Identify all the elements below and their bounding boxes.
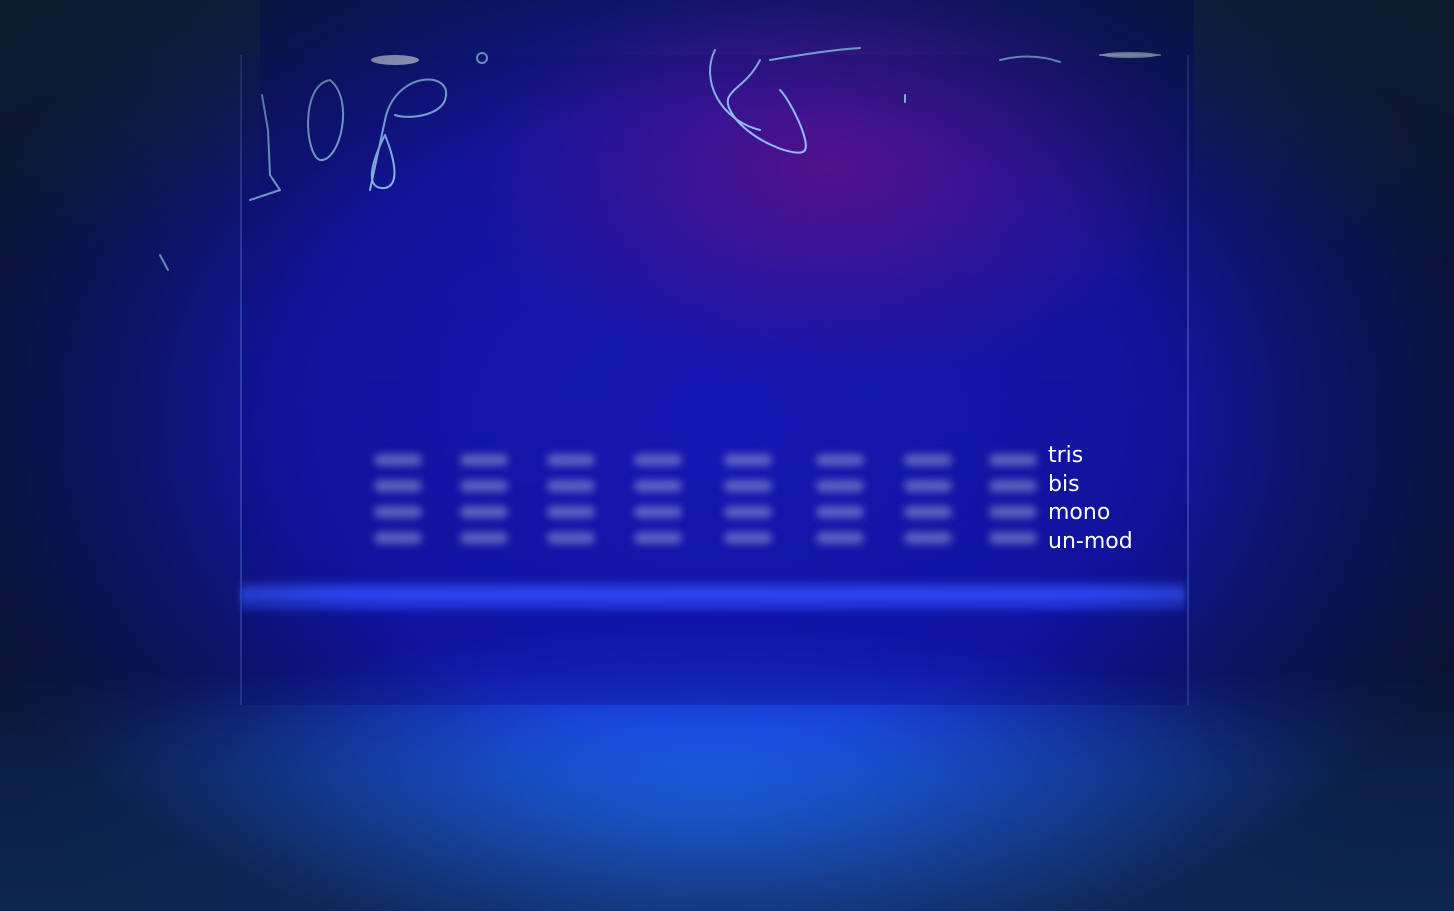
handwriting-p xyxy=(369,78,448,191)
band-tris xyxy=(816,454,864,466)
band-mono xyxy=(904,506,952,518)
band-tris xyxy=(989,454,1037,466)
band-tris xyxy=(547,454,595,466)
lane-6 xyxy=(812,440,868,560)
band-mono xyxy=(547,506,595,518)
lane-8 xyxy=(985,440,1041,560)
band-mono xyxy=(816,506,864,518)
lane-7 xyxy=(900,440,956,560)
band-mono xyxy=(634,506,682,518)
band-unmod xyxy=(724,532,772,544)
label-tris: tris xyxy=(1048,443,1084,468)
band-unmod xyxy=(816,532,864,544)
band-unmod xyxy=(634,532,682,544)
lane-3 xyxy=(543,440,599,560)
band-unmod xyxy=(547,532,595,544)
band-bis xyxy=(547,480,595,492)
band-tris xyxy=(724,454,772,466)
band-tris xyxy=(460,454,508,466)
band-bis xyxy=(816,480,864,492)
label-unmod: un-mod xyxy=(1048,528,1133,554)
band-tris xyxy=(634,454,682,466)
handwriting-0 xyxy=(307,79,345,162)
lane-2 xyxy=(456,440,512,560)
band-bis xyxy=(374,480,422,492)
band-mono xyxy=(374,506,422,518)
band-bis xyxy=(724,480,772,492)
band-unmod xyxy=(460,532,508,544)
label-mono: mono xyxy=(1048,500,1111,525)
handwriting-1 xyxy=(249,94,281,201)
band-mono xyxy=(989,506,1037,518)
lane-4 xyxy=(630,440,686,560)
band-bis xyxy=(460,480,508,492)
band-mono xyxy=(460,506,508,518)
band-label-list: tris bis mono un-mod xyxy=(1048,442,1133,556)
band-bis xyxy=(989,480,1037,492)
handwriting-5 xyxy=(726,59,807,154)
band-unmod xyxy=(989,532,1037,544)
lane-5 xyxy=(720,440,776,560)
band-unmod xyxy=(904,532,952,544)
band-unmod xyxy=(374,532,422,544)
band-tris xyxy=(374,454,422,466)
label-bis: bis xyxy=(1048,471,1080,497)
band-bis xyxy=(634,480,682,492)
lane-1 xyxy=(370,440,426,560)
band-tris xyxy=(904,454,952,466)
band-mono xyxy=(724,506,772,518)
band-bis xyxy=(904,480,952,492)
